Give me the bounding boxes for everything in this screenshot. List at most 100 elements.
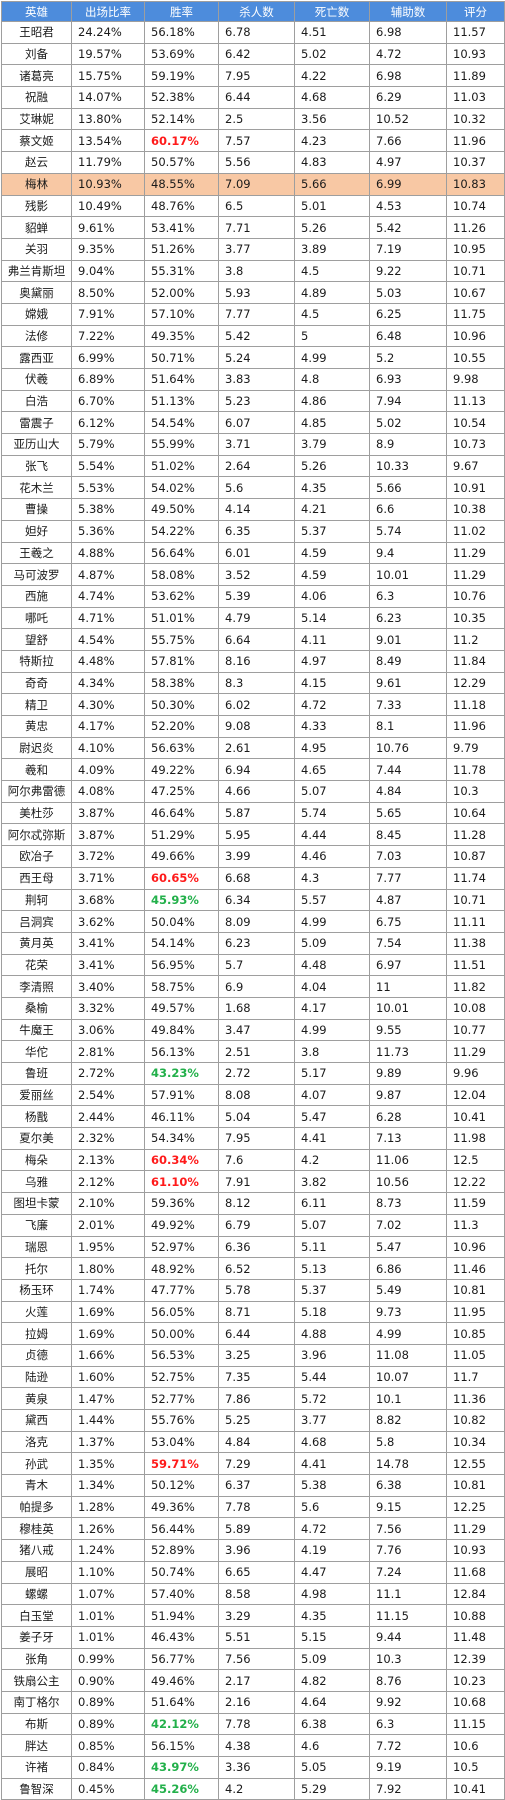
pick-rate-cell: 4.71%: [71, 606, 145, 630]
deaths-cell: 5.11: [294, 1235, 370, 1259]
assists-cell: 4.99: [369, 1322, 447, 1345]
hero-name-cell: 王羲之: [1, 541, 72, 565]
score-cell: 10.32: [446, 107, 505, 131]
score-cell: 10.5: [446, 1756, 505, 1779]
hero-name-cell: 青木: [1, 1474, 72, 1497]
deaths-cell: 5.15: [294, 1625, 370, 1649]
table-row: 螺螺 1.07% 57.40% 8.58 4.98 11.1 12.84: [1, 1582, 505, 1606]
score-cell: 10.96: [446, 324, 505, 348]
kills-cell: 2.64: [218, 454, 295, 478]
assists-cell: 8.45: [369, 823, 447, 847]
table-row: 残影 10.49% 48.76% 6.5 5.01 4.53 10.74: [1, 194, 505, 218]
pick-rate-cell: 3.41%: [71, 953, 145, 977]
kills-cell: 5.95: [218, 823, 295, 847]
header-assists: 辅助数: [369, 1, 447, 22]
deaths-cell: 4.46: [294, 845, 370, 868]
pick-rate-cell: 4.09%: [71, 758, 145, 782]
deaths-cell: 3.8: [294, 1040, 370, 1063]
win-rate-cell: 43.97%: [144, 1756, 219, 1779]
pick-rate-cell: 2.72%: [71, 1062, 145, 1085]
deaths-cell: 4.35: [294, 476, 370, 500]
pick-rate-cell: 6.99%: [71, 346, 145, 369]
deaths-cell: 4.47: [294, 1560, 370, 1584]
win-rate-cell: 53.62%: [144, 584, 219, 608]
score-cell: 9.79: [446, 736, 505, 760]
win-rate-cell: 49.66%: [144, 845, 219, 868]
score-cell: 10.3: [446, 780, 505, 803]
pick-rate-cell: 10.93%: [71, 172, 145, 196]
deaths-cell: 5.18: [294, 1300, 370, 1324]
hero-name-cell: 关羽: [1, 237, 72, 261]
win-rate-cell: 46.43%: [144, 1625, 219, 1649]
pick-rate-cell: 9.04%: [71, 259, 145, 283]
table-row: 亚历山大 5.79% 55.99% 3.71 3.79 8.9 10.73: [1, 433, 505, 456]
score-cell: 11.29: [446, 1517, 505, 1541]
assists-cell: 5.03: [369, 281, 447, 304]
table-row: 法修 7.22% 49.35% 5.42 5 6.48 10.96: [1, 324, 505, 348]
kills-cell: 7.6: [218, 1148, 295, 1172]
score-cell: 11.29: [446, 563, 505, 586]
assists-cell: 10.1: [369, 1387, 447, 1410]
kills-cell: 5.51: [218, 1625, 295, 1649]
score-cell: 11.68: [446, 1560, 505, 1584]
score-cell: 12.84: [446, 1582, 505, 1606]
win-rate-cell: 56.18%: [144, 21, 219, 44]
score-cell: 11.18: [446, 693, 505, 716]
assists-cell: 6.3: [369, 1712, 447, 1736]
win-rate-cell: 56.13%: [144, 1040, 219, 1063]
pick-rate-cell: 1.10%: [71, 1560, 145, 1584]
table-row: 乌雅 2.12% 61.10% 7.91 3.82 10.56 12.22: [1, 1170, 505, 1194]
assists-cell: 9.87: [369, 1083, 447, 1107]
table-row: 许褚 0.84% 43.97% 3.36 5.05 9.19 10.5: [1, 1756, 505, 1779]
score-cell: 10.35: [446, 606, 505, 630]
kills-cell: 6.35: [218, 519, 295, 543]
kills-cell: 8.09: [218, 910, 295, 933]
score-cell: 11.05: [446, 1343, 505, 1367]
hero-name-cell: 马可波罗: [1, 563, 72, 586]
table-row: 帕提多 1.28% 49.36% 7.78 5.6 9.15 12.25: [1, 1495, 505, 1519]
win-rate-cell: 50.12%: [144, 1474, 219, 1497]
win-rate-cell: 54.22%: [144, 519, 219, 543]
kills-cell: 6.01: [218, 541, 295, 565]
deaths-cell: 4.33: [294, 715, 370, 738]
hero-name-cell: 王昭君: [1, 21, 72, 44]
win-rate-cell: 51.64%: [144, 368, 219, 391]
assists-cell: 5.65: [369, 801, 447, 825]
table-row: 花木兰 5.53% 54.02% 5.6 4.35 5.66 10.91: [1, 476, 505, 500]
pick-rate-cell: 9.35%: [71, 237, 145, 261]
assists-cell: 8.1: [369, 715, 447, 738]
hero-name-cell: 弗兰肯斯坦: [1, 259, 72, 283]
pick-rate-cell: 3.68%: [71, 888, 145, 912]
score-cell: 10.71: [446, 259, 505, 283]
hero-name-cell: 孙武: [1, 1452, 72, 1476]
deaths-cell: 4.85: [294, 411, 370, 435]
deaths-cell: 4.68: [294, 1430, 370, 1454]
assists-cell: 9.19: [369, 1756, 447, 1779]
deaths-cell: 5.01: [294, 194, 370, 218]
score-cell: 10.96: [446, 1235, 505, 1259]
kills-cell: 2.5: [218, 107, 295, 131]
score-cell: 12.29: [446, 671, 505, 695]
win-rate-cell: 52.97%: [144, 1235, 219, 1259]
pick-rate-cell: 14.07%: [71, 86, 145, 109]
win-rate-cell: 55.99%: [144, 433, 219, 456]
kills-cell: 9.08: [218, 715, 295, 738]
hero-name-cell: 爱丽丝: [1, 1083, 72, 1107]
kills-cell: 5.23: [218, 389, 295, 413]
assists-cell: 6.98: [369, 64, 447, 88]
hero-name-cell: 图坦卡蒙: [1, 1192, 72, 1215]
win-rate-cell: 50.04%: [144, 910, 219, 933]
win-rate-cell: 56.63%: [144, 736, 219, 760]
table-row: 穆桂英 1.26% 56.44% 5.89 4.72 7.56 11.29: [1, 1517, 505, 1541]
pick-rate-cell: 3.41%: [71, 931, 145, 955]
kills-cell: 6.37: [218, 1474, 295, 1497]
kills-cell: 6.5: [218, 194, 295, 218]
score-cell: 10.77: [446, 1018, 505, 1042]
kills-cell: 5.93: [218, 281, 295, 304]
deaths-cell: 4.5: [294, 259, 370, 283]
table-row: 托尔 1.80% 48.92% 6.52 5.13 6.86 11.46: [1, 1257, 505, 1280]
deaths-cell: 4.99: [294, 346, 370, 369]
pick-rate-cell: 4.10%: [71, 736, 145, 760]
kills-cell: 2.72: [218, 1062, 295, 1085]
table-row: 赵云 11.79% 50.57% 5.56 4.83 4.97 10.37: [1, 151, 505, 174]
